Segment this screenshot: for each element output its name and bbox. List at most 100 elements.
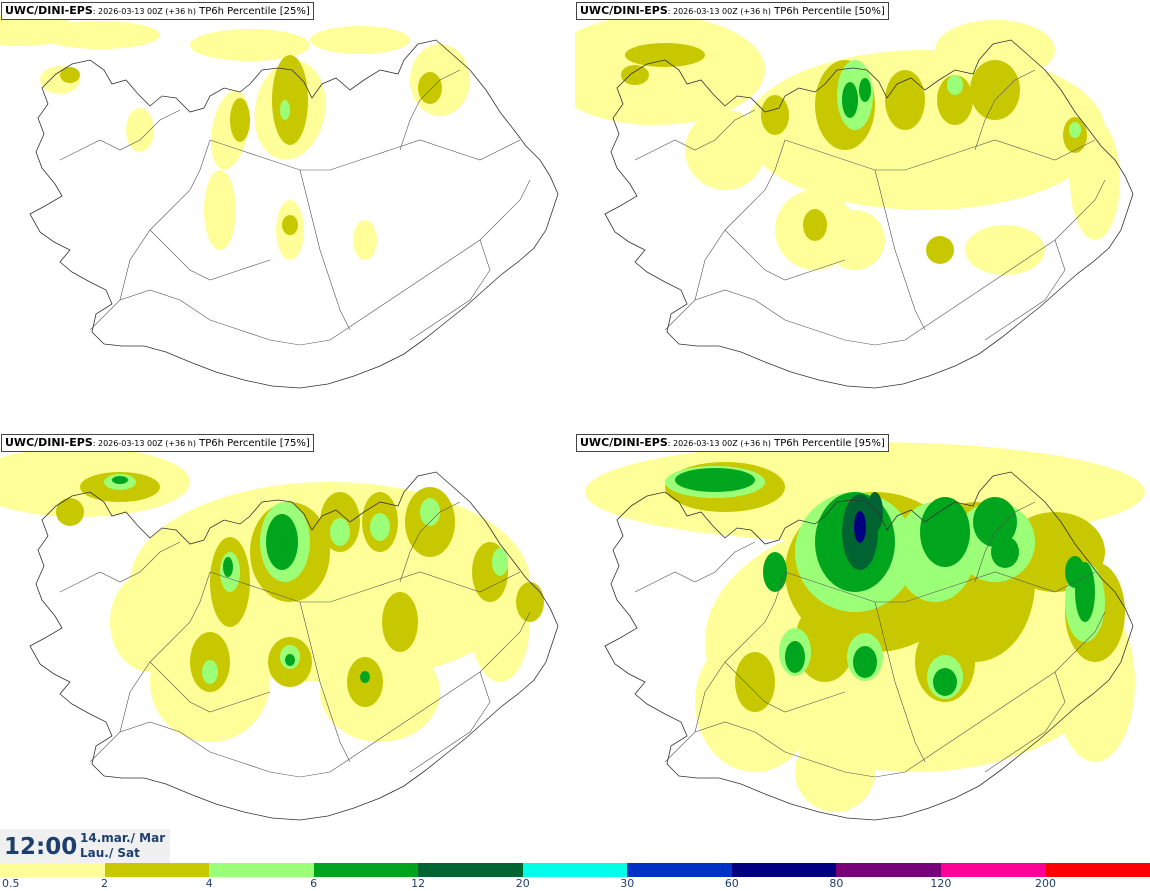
run-time: : 2026-03-13 00Z (+36 h) <box>92 7 196 16</box>
colorbar-swatch <box>104 863 210 877</box>
precip-area <box>1070 120 1120 240</box>
precip-area <box>685 110 765 190</box>
road-line <box>89 179 531 346</box>
road-line <box>634 109 756 161</box>
road-line <box>89 611 531 778</box>
colorbar-swatch <box>313 863 419 877</box>
precip-area <box>854 511 866 543</box>
colorbar-swatch <box>627 863 732 877</box>
precip-field <box>585 442 1145 812</box>
field-name: TP6h Percentile [50%] <box>774 6 885 17</box>
road-line <box>974 501 1036 583</box>
precip-area <box>382 592 418 652</box>
precip-area <box>933 668 957 696</box>
panel-title: UWC/DINI-EPS: 2026-03-13 00Z (+36 h) TP6… <box>576 434 889 452</box>
coastline <box>29 39 559 389</box>
precip-field <box>575 15 1120 275</box>
panel-title: UWC/DINI-EPS: 2026-03-13 00Z (+36 h) TP6… <box>1 2 314 20</box>
coastline <box>604 471 1134 821</box>
colorbar-tick-label: 6 <box>310 877 318 890</box>
precip-area <box>761 95 789 135</box>
road-line <box>119 139 211 301</box>
map-panel-p25: UWC/DINI-EPS: 2026-03-13 00Z (+36 h) TP6… <box>0 0 575 432</box>
colorbar-tick-label: 12 <box>411 877 426 890</box>
precip-area <box>675 468 755 492</box>
colorbar-tick-label: 2 <box>101 877 109 890</box>
precip-colorbar <box>0 863 1150 877</box>
precip-area <box>330 518 350 546</box>
road-line <box>724 661 846 713</box>
road-line <box>299 169 351 331</box>
road-line <box>694 139 786 301</box>
precip-area <box>40 21 160 49</box>
precip-area <box>745 50 1105 210</box>
colorbar-swatch <box>209 863 314 877</box>
precip-area <box>1069 122 1081 138</box>
iceland-map <box>585 442 1145 821</box>
valid-time-box: 12:00 14.mar./ Mar Lau./ Sat <box>0 829 170 863</box>
road-line <box>409 671 491 773</box>
precip-area <box>735 652 775 712</box>
precip-field <box>0 14 470 260</box>
iceland-map <box>0 447 559 821</box>
precip-area <box>970 60 1020 120</box>
precip-area <box>853 646 877 678</box>
precip-area <box>926 236 954 264</box>
colorbar-tick-label: 20 <box>515 877 530 890</box>
colorbar-swatch <box>418 863 523 877</box>
precip-area <box>60 67 80 83</box>
road-line <box>209 139 521 171</box>
precip-area <box>825 210 885 270</box>
road-line <box>874 601 926 763</box>
precip-area <box>965 225 1045 275</box>
precip-area <box>285 654 295 666</box>
road-line <box>399 69 461 151</box>
road-line <box>59 541 181 593</box>
precip-area <box>310 26 410 54</box>
precip-area <box>420 498 440 526</box>
precip-area <box>56 498 84 526</box>
precip-area <box>795 732 875 812</box>
colorbar-tick-label: 120 <box>930 877 952 890</box>
road-line <box>974 69 1036 151</box>
model-name: UWC/DINI-EPS <box>580 436 668 449</box>
model-name: UWC/DINI-EPS <box>5 436 93 449</box>
map-panel-p95: UWC/DINI-EPS: 2026-03-13 00Z (+36 h) TP6… <box>575 432 1150 864</box>
colorbar-tick-label: 60 <box>724 877 739 890</box>
precip-area <box>282 215 298 235</box>
road-line <box>59 109 181 161</box>
valid-date: 14.mar./ Mar Lau./ Sat <box>80 831 165 861</box>
field-name: TP6h Percentile [25%] <box>199 6 310 17</box>
precip-area <box>272 55 308 145</box>
precip-area <box>621 65 649 85</box>
precip-area <box>991 536 1019 568</box>
precip-area <box>575 15 765 125</box>
precip-area <box>947 75 963 95</box>
road-line <box>664 611 1106 778</box>
precip-area <box>859 78 871 102</box>
colorbar-swatch <box>0 863 105 877</box>
road-line <box>209 571 521 603</box>
precip-area <box>360 671 370 683</box>
map-panel-p75: UWC/DINI-EPS: 2026-03-13 00Z (+36 h) TP6… <box>0 432 575 864</box>
precip-area <box>112 476 128 484</box>
panel-title: UWC/DINI-EPS: 2026-03-13 00Z (+36 h) TP6… <box>576 2 889 20</box>
precip-area <box>280 100 290 120</box>
road-line <box>724 229 846 281</box>
iceland-map <box>575 15 1134 389</box>
precip-area <box>492 548 508 576</box>
colorbar-swatch <box>836 863 941 877</box>
colorbar-swatch <box>940 863 1046 877</box>
precip-area <box>920 497 970 567</box>
precip-area <box>370 513 390 541</box>
valid-date-line: 14.mar./ Mar <box>80 831 166 845</box>
road-line <box>634 541 756 593</box>
precip-field <box>0 447 544 742</box>
precip-area <box>418 72 442 104</box>
precip-area <box>803 209 827 241</box>
colorbar-tick-label: 80 <box>829 877 844 890</box>
road-line <box>694 571 786 733</box>
colorbar-tick-label: 200 <box>1034 877 1056 890</box>
precip-area <box>110 572 190 672</box>
valid-day-line: Lau./ Sat <box>80 846 140 860</box>
